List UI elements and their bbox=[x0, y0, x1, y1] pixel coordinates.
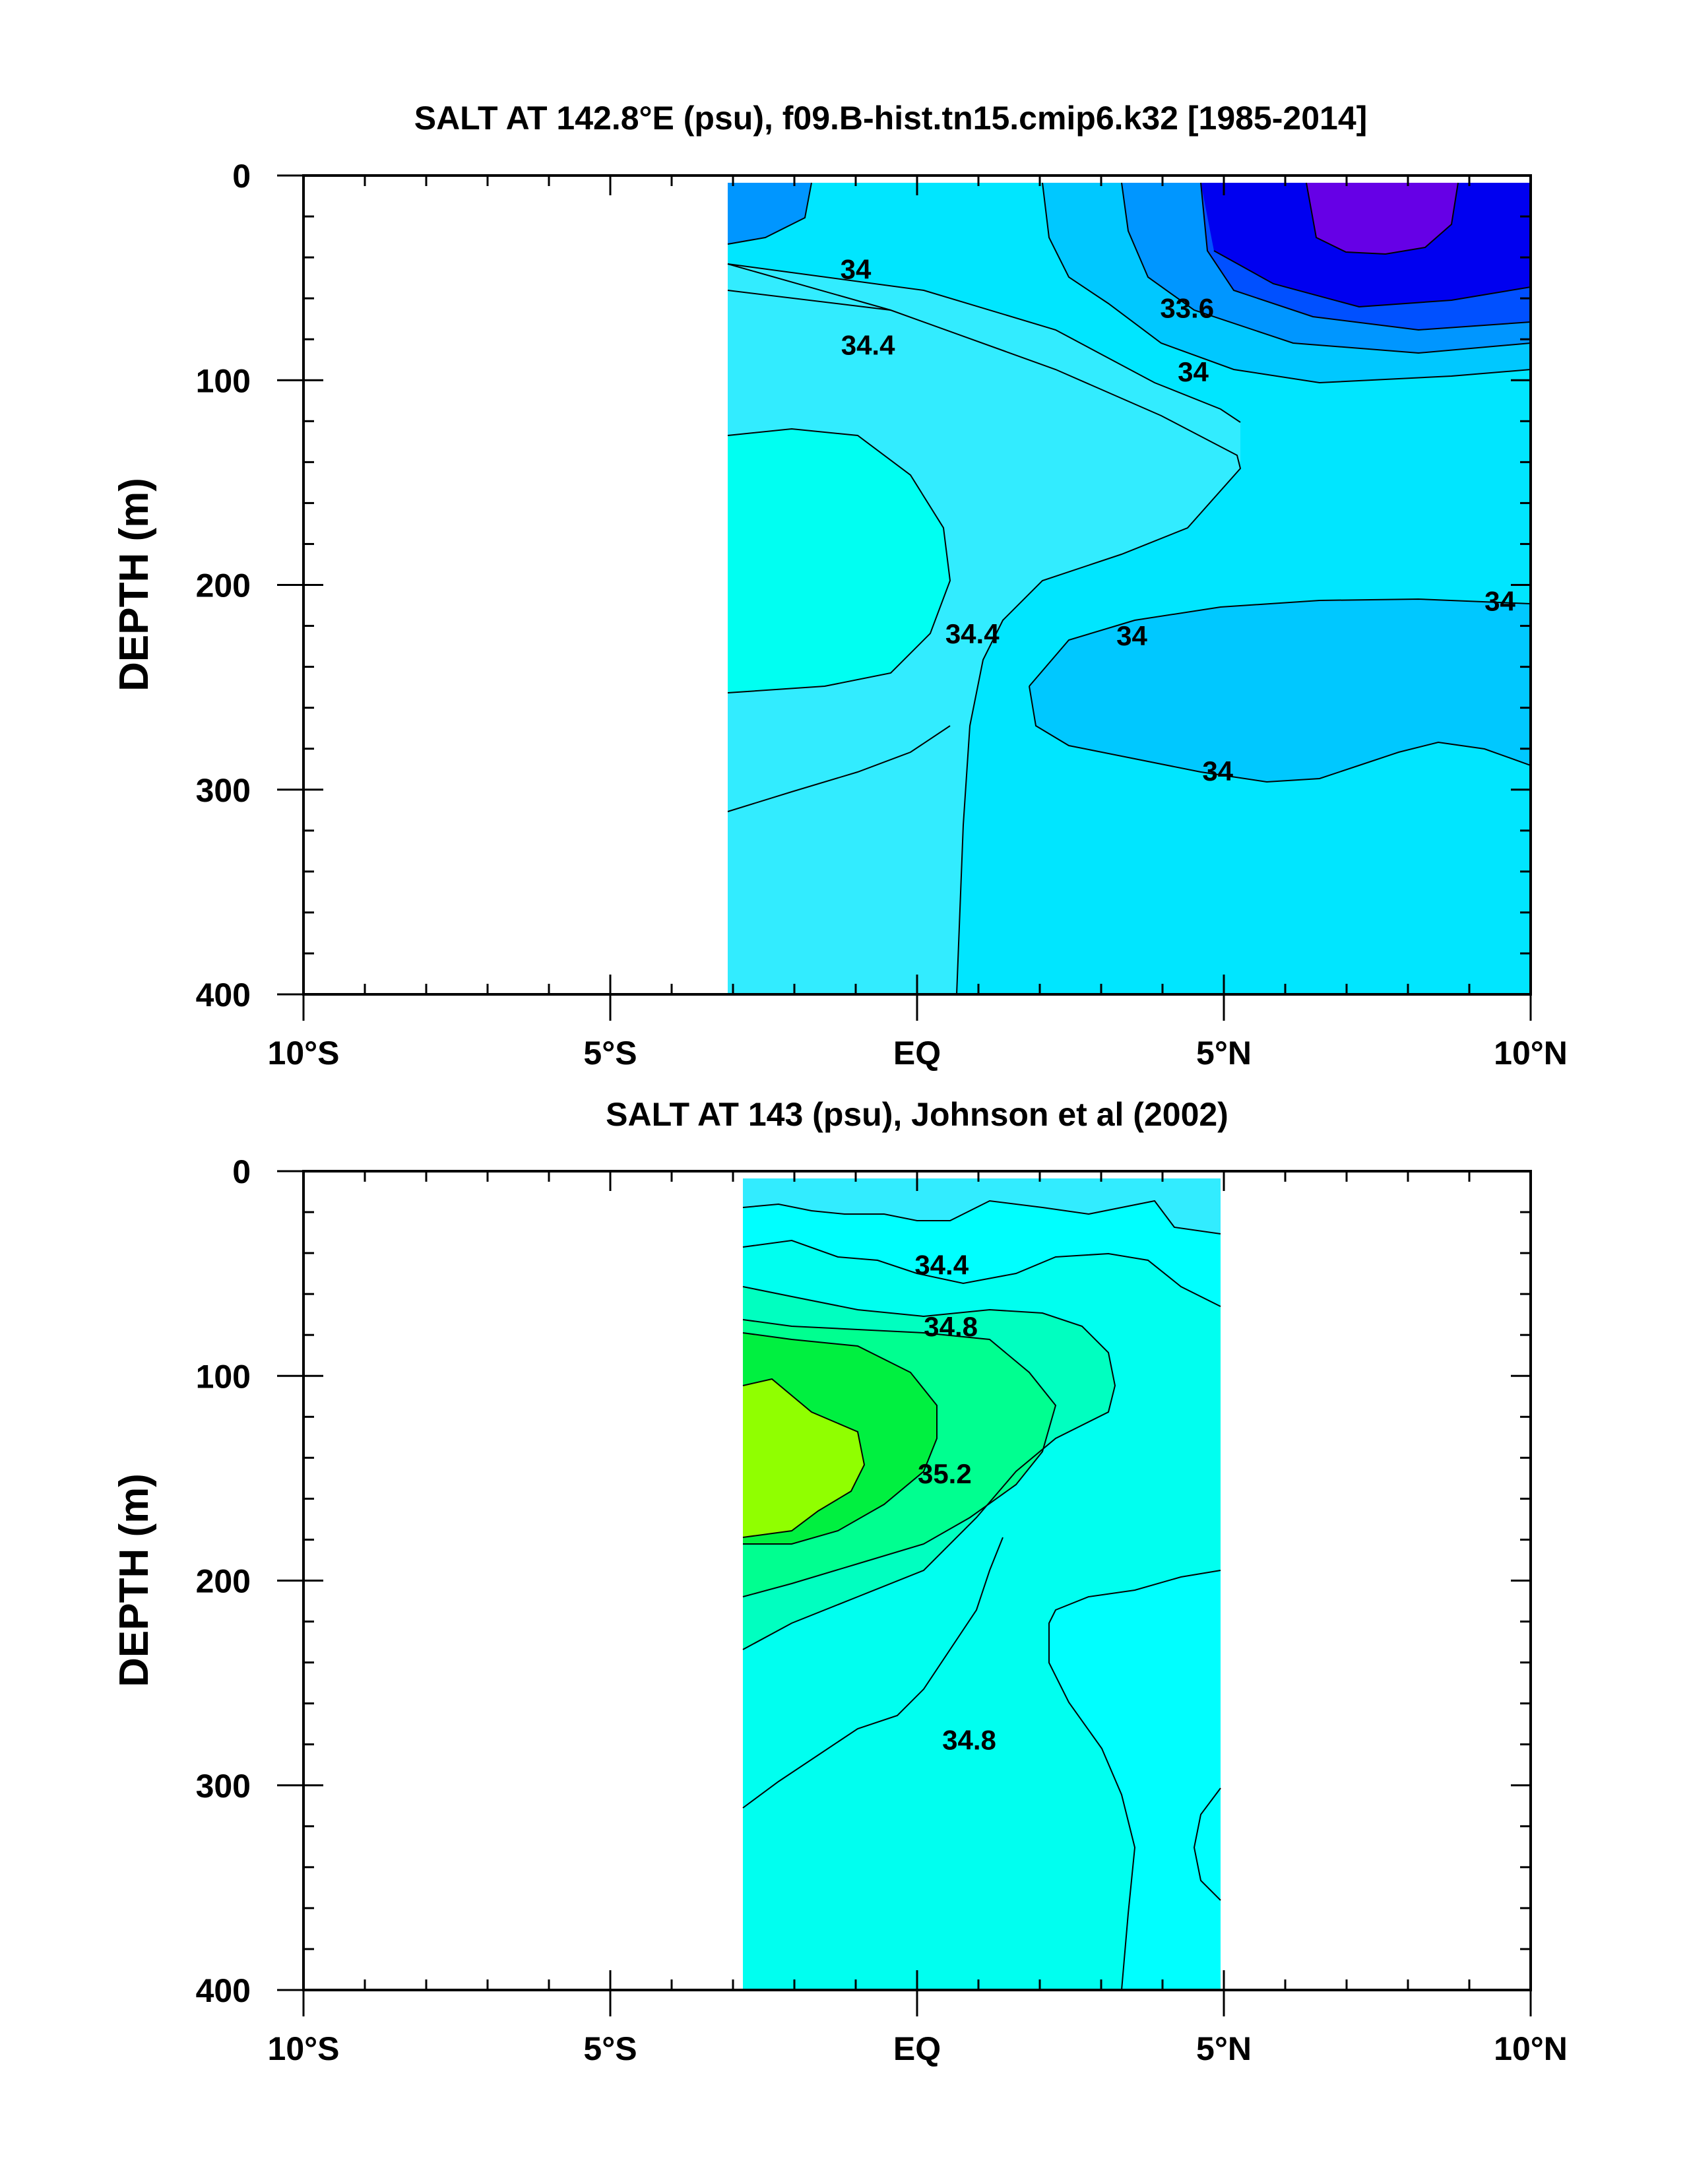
contour-label: 34.4 bbox=[914, 1250, 969, 1281]
contour-line bbox=[727, 182, 812, 245]
contour-labels: 34 34.4 33.6 34 34.4 34 34 34 bbox=[841, 254, 1516, 787]
panel-title: SALT AT 142.8°E (psu), f09.B-hist.tn15.c… bbox=[414, 100, 1368, 137]
contour-label: 34 bbox=[1484, 585, 1515, 616]
contour-line bbox=[1200, 182, 1531, 331]
contour-field bbox=[727, 182, 1531, 994]
panel-model: SALT AT 142.8°E (psu), f09.B-hist.tn15.c… bbox=[112, 100, 1568, 1072]
contour-label: 34.4 bbox=[841, 330, 895, 361]
contour-label: 34 bbox=[1202, 755, 1233, 787]
contour-line bbox=[1042, 182, 1531, 384]
y-tick-label: 400 bbox=[196, 977, 251, 1013]
contour-line bbox=[727, 263, 1242, 994]
contour-line bbox=[742, 1286, 1116, 1650]
contour-label: 34 bbox=[841, 254, 872, 285]
contour-field bbox=[742, 1178, 1221, 1990]
salinity-fill-band bbox=[728, 264, 1240, 462]
salinity-fill-band bbox=[1049, 1194, 1221, 1990]
salinity-fill-band bbox=[743, 1178, 1221, 1234]
contour-line bbox=[1048, 1570, 1221, 1990]
y-tick-label: 300 bbox=[196, 1768, 251, 1805]
x-tick-label: 10°N bbox=[1494, 2030, 1568, 2067]
contour-label: 34.8 bbox=[924, 1311, 978, 1342]
salinity-fill-band bbox=[743, 1379, 864, 1537]
contour-line bbox=[727, 428, 951, 693]
contour-line bbox=[1029, 686, 1531, 783]
contour-label: 34 bbox=[1116, 620, 1147, 651]
salinity-fill-band bbox=[1029, 599, 1531, 782]
y-tick-label: 100 bbox=[196, 1358, 251, 1395]
y-tick-label: 200 bbox=[196, 1563, 251, 1600]
x-tick-label: 5°S bbox=[583, 1035, 637, 1072]
x-tick-label: EQ bbox=[893, 2030, 941, 2067]
contour-line bbox=[742, 1537, 1004, 1809]
x-tick-label: 5°N bbox=[1196, 1035, 1252, 1072]
contour-line bbox=[742, 1319, 1057, 1597]
panel-observed: SALT AT 143 (psu), Johnson et al (2002) … bbox=[112, 1096, 1568, 2067]
contour-line bbox=[727, 290, 891, 311]
axes: 10°S 5°S EQ 5°N 10°N 0 100 200 300 400 bbox=[196, 158, 1568, 1072]
contour-label: 34 bbox=[1178, 356, 1209, 387]
y-tick-label: 400 bbox=[196, 1972, 251, 2009]
contour-label: 34.8 bbox=[942, 1724, 996, 1755]
contour-line bbox=[742, 1200, 1221, 1235]
contour-label: 35.2 bbox=[918, 1458, 972, 1489]
contour-line bbox=[1213, 250, 1531, 308]
axes: 10°S 5°S EQ 5°N 10°N 0 100 200 300 400 bbox=[196, 1153, 1568, 2067]
contour-line bbox=[727, 263, 1241, 423]
panel-title: SALT AT 143 (psu), Johnson et al (2002) bbox=[606, 1096, 1228, 1133]
contour-line bbox=[1193, 1787, 1221, 1901]
contour-line bbox=[1306, 182, 1459, 255]
x-tick-label: 5°S bbox=[583, 2030, 637, 2067]
y-tick-label: 100 bbox=[196, 362, 251, 399]
x-tick-label: 10°S bbox=[268, 1035, 340, 1072]
y-axis-label: DEPTH (m) bbox=[112, 1473, 157, 1687]
contour-line bbox=[742, 1239, 1221, 1307]
x-tick-label: 10°N bbox=[1494, 1035, 1568, 1072]
contour-label: 34.4 bbox=[945, 618, 1000, 649]
y-tick-label: 0 bbox=[232, 1153, 251, 1190]
contour-line bbox=[1121, 182, 1531, 354]
salinity-fill-band bbox=[1306, 183, 1458, 254]
contour-line bbox=[742, 1332, 938, 1545]
x-tick-label: EQ bbox=[893, 1035, 941, 1072]
contour-labels: 34.4 34.8 35.2 34.8 bbox=[914, 1250, 996, 1756]
y-axis-label: DEPTH (m) bbox=[112, 478, 157, 691]
y-tick-label: 200 bbox=[196, 567, 251, 604]
salinity-fill-band bbox=[728, 429, 950, 693]
contour-line bbox=[742, 1378, 866, 1538]
x-tick-label: 5°N bbox=[1196, 2030, 1252, 2067]
salinity-fill-band bbox=[728, 183, 812, 244]
x-tick-label: 10°S bbox=[268, 2030, 340, 2067]
y-tick-label: 0 bbox=[232, 158, 251, 195]
contour-line bbox=[1029, 598, 1531, 687]
y-tick-label: 300 bbox=[196, 772, 251, 809]
contour-label: 33.6 bbox=[1160, 293, 1214, 324]
contour-line bbox=[727, 725, 951, 812]
